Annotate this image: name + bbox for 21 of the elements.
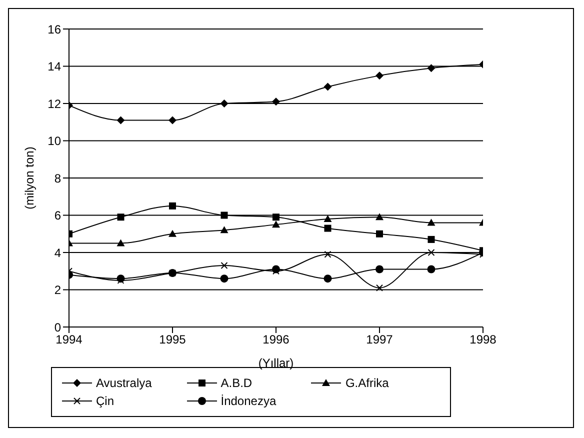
- legend-label: Avustralya: [96, 376, 152, 390]
- y-tick-label: 4: [54, 246, 62, 260]
- y-tick-label: 10: [48, 134, 62, 148]
- y-tick-label: 16: [48, 22, 62, 36]
- x-tick-label: 1997: [366, 332, 394, 347]
- x-tick-label: 1998: [470, 332, 497, 347]
- x-tick-label: 1995: [159, 332, 186, 347]
- legend-label: A.B.D: [220, 376, 252, 390]
- y-tick-label: 8: [54, 171, 62, 186]
- y-tick-label: 12: [48, 96, 62, 111]
- x-tick-label: 1996: [262, 332, 290, 347]
- y-axis-title: (milyon ton): [22, 146, 36, 210]
- x-tick-label: 1994: [56, 332, 83, 347]
- legend-label: İndonezya: [220, 394, 276, 408]
- y-tick-label: 0: [54, 320, 62, 334]
- legend-label: G.Afrika: [345, 376, 389, 390]
- legend-label: Çin: [96, 394, 114, 408]
- x-axis-title: (Yıllar): [258, 356, 294, 370]
- y-tick-label: 14: [48, 60, 62, 74]
- y-tick-label: 2: [54, 283, 62, 298]
- y-tick-label: 6: [54, 208, 62, 223]
